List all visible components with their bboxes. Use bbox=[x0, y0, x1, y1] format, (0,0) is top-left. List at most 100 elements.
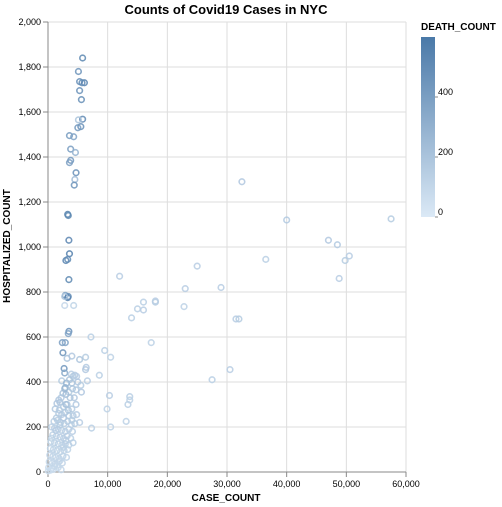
data-point bbox=[65, 132, 74, 140]
data-point bbox=[74, 124, 82, 132]
x-tick-label: 30,000 bbox=[213, 479, 241, 489]
data-point bbox=[126, 396, 134, 404]
data-point bbox=[56, 457, 64, 465]
data-point bbox=[107, 353, 115, 361]
data-point bbox=[62, 436, 70, 445]
data-point bbox=[324, 236, 333, 244]
y-tick-label: 1,800 bbox=[18, 62, 41, 72]
y-axis-title: HOSPITALIZED_COUNT bbox=[2, 189, 13, 303]
axes: 0 10,000 20,000 30,000 40,000 50,000 60,000 0 20… bbox=[18, 17, 419, 489]
data-point bbox=[127, 314, 136, 322]
data-point bbox=[61, 369, 69, 377]
data-point bbox=[139, 306, 148, 314]
data-point bbox=[77, 96, 86, 104]
data-point bbox=[81, 353, 90, 361]
data-point bbox=[64, 330, 72, 338]
y-tick-label: 0 bbox=[36, 467, 41, 477]
data-point bbox=[335, 274, 343, 283]
data-point bbox=[65, 159, 74, 167]
data-point bbox=[47, 434, 56, 442]
data-point bbox=[65, 376, 74, 384]
gridlines bbox=[47, 21, 407, 473]
y-tick-label: 800 bbox=[26, 287, 41, 297]
data-point bbox=[70, 181, 78, 189]
data-point bbox=[387, 215, 395, 223]
data-point bbox=[53, 447, 61, 455]
x-axis-title: CASE_COUNT bbox=[192, 493, 261, 504]
x-tick-label: 60,000 bbox=[392, 479, 420, 489]
data-point bbox=[62, 400, 70, 409]
data-point bbox=[73, 411, 81, 419]
data-point bbox=[180, 303, 188, 311]
data-point bbox=[78, 79, 86, 87]
data-point bbox=[101, 346, 109, 355]
data-point bbox=[64, 211, 72, 220]
data-point bbox=[235, 315, 243, 323]
data-point bbox=[70, 394, 78, 402]
data-point bbox=[151, 297, 159, 305]
data-point bbox=[52, 426, 60, 434]
chart-title: Counts of Covid19 Cases in NYC bbox=[125, 2, 329, 17]
data-point bbox=[333, 241, 341, 249]
data-point bbox=[68, 405, 76, 413]
y-tick-label: 200 bbox=[26, 422, 41, 432]
x-tick-label: 0 bbox=[45, 479, 50, 489]
data-point bbox=[69, 439, 77, 447]
legend-title: DEATH_COUNT bbox=[421, 22, 496, 33]
data-point bbox=[71, 175, 79, 184]
data-point bbox=[226, 366, 234, 374]
y-tick-label: 1,600 bbox=[18, 107, 41, 117]
x-tick-label: 40,000 bbox=[273, 479, 301, 489]
data-point bbox=[208, 376, 216, 384]
y-tick-label: 400 bbox=[26, 377, 41, 387]
data-point bbox=[70, 133, 78, 141]
data-point bbox=[72, 169, 80, 177]
data-point bbox=[67, 145, 75, 153]
data-point bbox=[122, 417, 130, 425]
data-point bbox=[65, 236, 73, 244]
data-point bbox=[115, 272, 124, 280]
data-point bbox=[64, 255, 72, 263]
y-tick-label: 1,000 bbox=[18, 242, 41, 252]
data-point bbox=[79, 115, 87, 123]
data-point bbox=[147, 339, 155, 347]
data-point bbox=[61, 292, 69, 301]
data-point bbox=[87, 424, 96, 432]
data-point bbox=[79, 54, 87, 62]
data-point bbox=[68, 427, 77, 436]
data-point bbox=[126, 393, 134, 401]
data-point bbox=[66, 394, 74, 402]
data-point bbox=[65, 276, 73, 284]
data-point bbox=[69, 412, 77, 420]
data-point bbox=[49, 445, 57, 454]
data-point bbox=[71, 148, 80, 157]
data-point bbox=[283, 216, 291, 224]
y-tick-label: 2,000 bbox=[18, 17, 41, 27]
data-point bbox=[52, 414, 60, 422]
data-point bbox=[74, 67, 83, 76]
data-point bbox=[59, 443, 68, 451]
data-point bbox=[61, 339, 69, 347]
data-point bbox=[232, 315, 240, 323]
data-point bbox=[68, 385, 77, 393]
data-point bbox=[57, 466, 65, 474]
data-point bbox=[58, 339, 66, 347]
x-tick-label: 50,000 bbox=[333, 479, 361, 489]
data-point bbox=[61, 301, 69, 310]
data-point bbox=[341, 256, 349, 265]
data-point bbox=[68, 416, 76, 424]
data-point bbox=[65, 250, 74, 258]
data-point bbox=[139, 298, 148, 306]
data-point bbox=[74, 116, 83, 124]
data-point bbox=[133, 305, 142, 313]
data-point bbox=[55, 406, 63, 414]
data-point bbox=[64, 406, 72, 414]
data-point bbox=[49, 465, 57, 473]
data-point bbox=[83, 377, 91, 385]
data-point bbox=[80, 79, 88, 87]
data-point bbox=[70, 301, 78, 310]
data-point bbox=[54, 440, 62, 448]
data-point bbox=[51, 405, 59, 413]
